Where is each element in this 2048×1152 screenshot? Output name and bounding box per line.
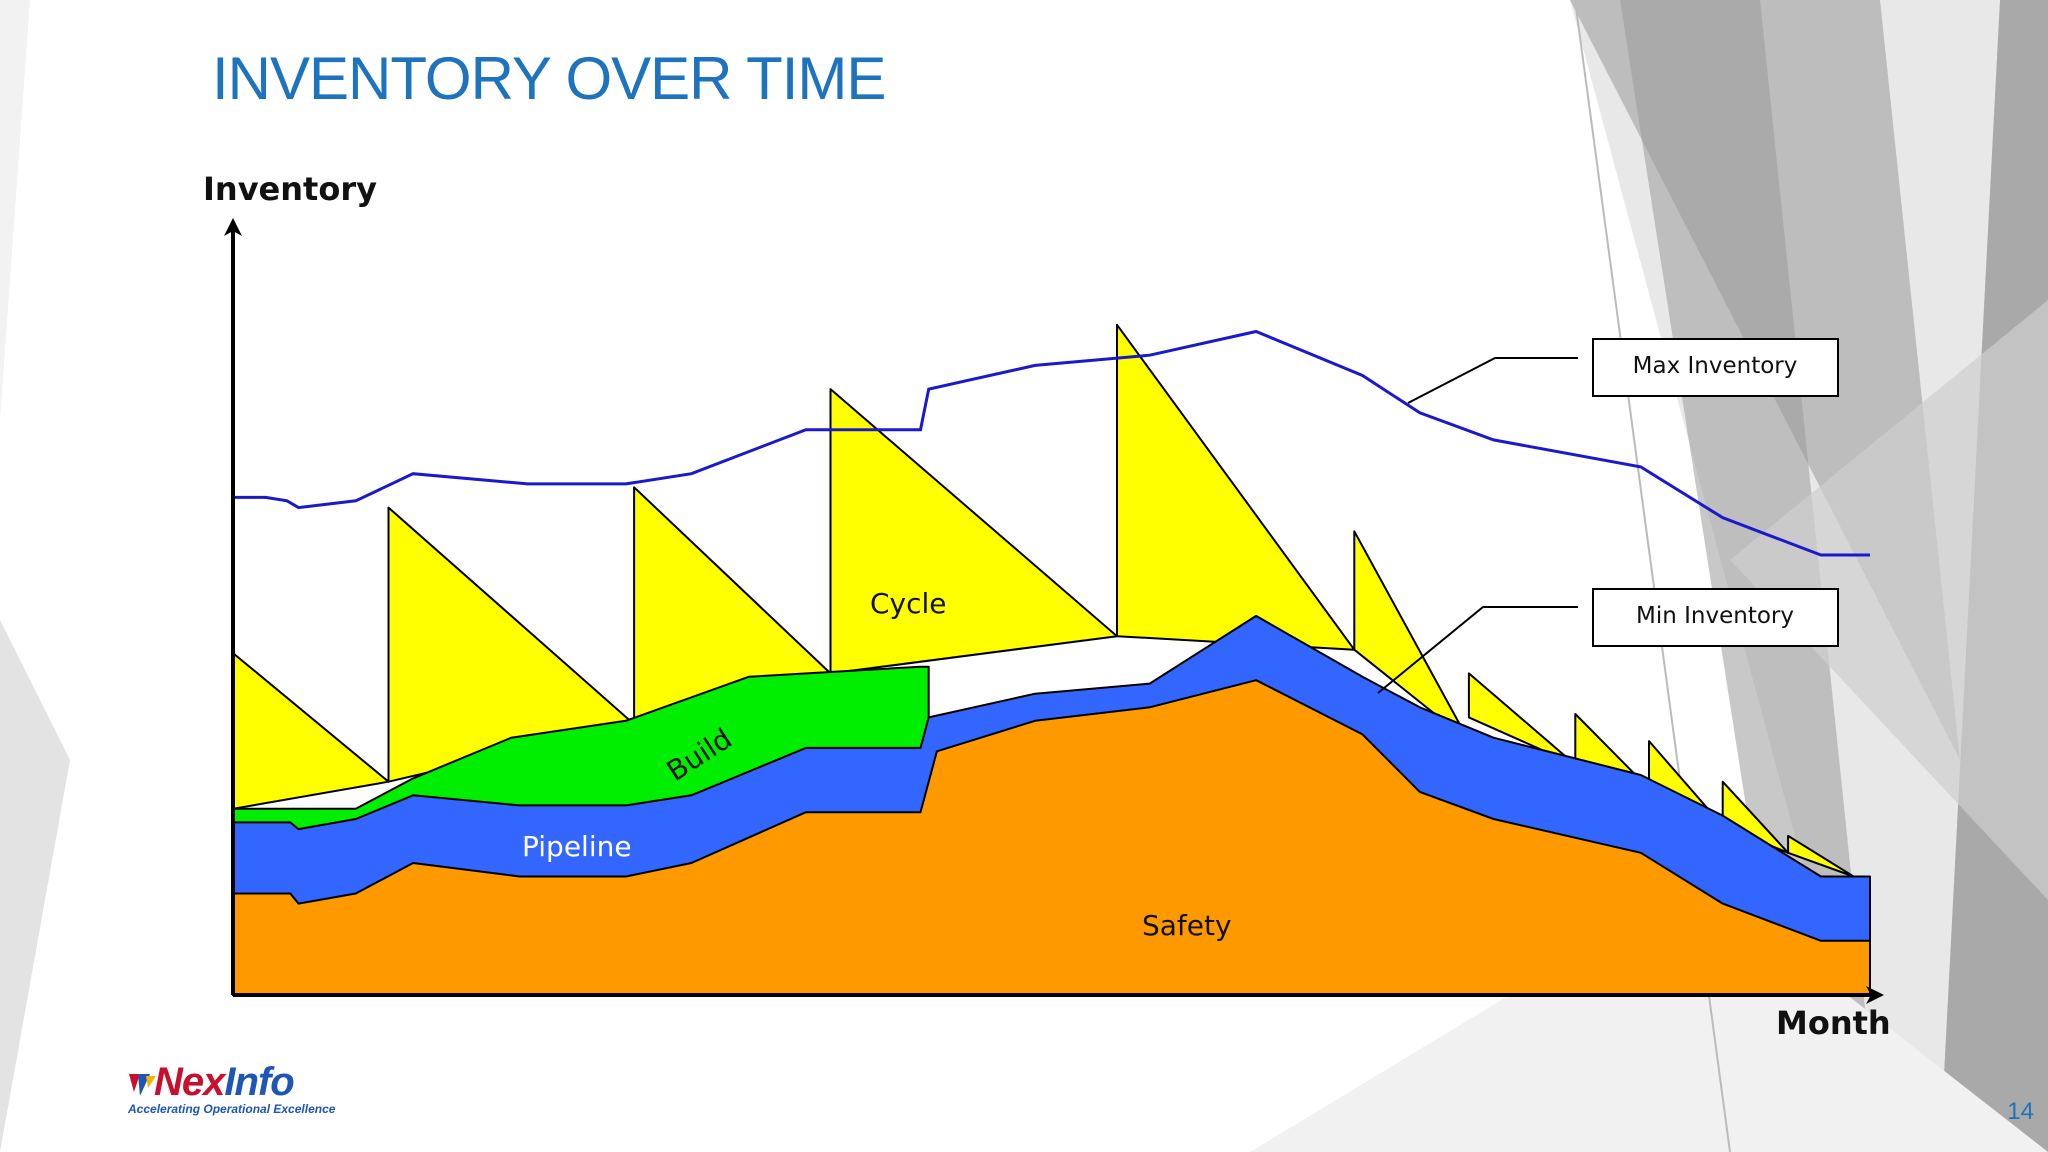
x-axis-label: Month — [1776, 1004, 1891, 1042]
logo-wordmark: NexInfo — [154, 1060, 295, 1104]
axes-layer — [224, 218, 1884, 1004]
max-callout-line — [1407, 357, 1578, 404]
cycle-peak-7 — [1467, 672, 1577, 766]
legend-min: Min Inventory — [1377, 588, 1839, 694]
cycle-peak-11 — [1787, 834, 1855, 878]
min-callout-line — [1377, 606, 1578, 694]
logo-mark-icon — [129, 1074, 156, 1096]
safety-area — [232, 679, 1871, 996]
y-axis-arrow — [224, 218, 242, 236]
max-inventory-box — [1592, 338, 1839, 397]
min-inventory-legend: Min Inventory — [1636, 603, 1794, 629]
max-inventory-line — [233, 329, 1870, 557]
cycle-peak-6 — [1353, 530, 1470, 743]
cycle-peak-1 — [232, 652, 390, 810]
logo-tagline: Accelerating Operational Excellence — [128, 1102, 336, 1116]
page-number: 14 — [2007, 1098, 2034, 1125]
cycle-label: Cycle — [870, 587, 947, 620]
pipeline-label: Pipeline — [522, 830, 632, 863]
legend-max: Max Inventory — [1407, 338, 1839, 404]
y-axis-label: Inventory — [203, 170, 377, 208]
safety-label: Safety — [1142, 909, 1232, 942]
min-inventory-box — [1592, 588, 1839, 647]
cycle-peak-5 — [1116, 323, 1356, 651]
cycle-peak-4 — [829, 388, 1118, 675]
nexinfo-logo: NexInfo Accelerating Operational Excelle… — [126, 1060, 376, 1116]
areas-layer — [232, 323, 1871, 996]
slide-title: INVENTORY OVER TIME — [212, 45, 886, 112]
x-axis-arrow — [1866, 986, 1884, 1004]
max-inventory-legend: Max Inventory — [1633, 353, 1798, 379]
